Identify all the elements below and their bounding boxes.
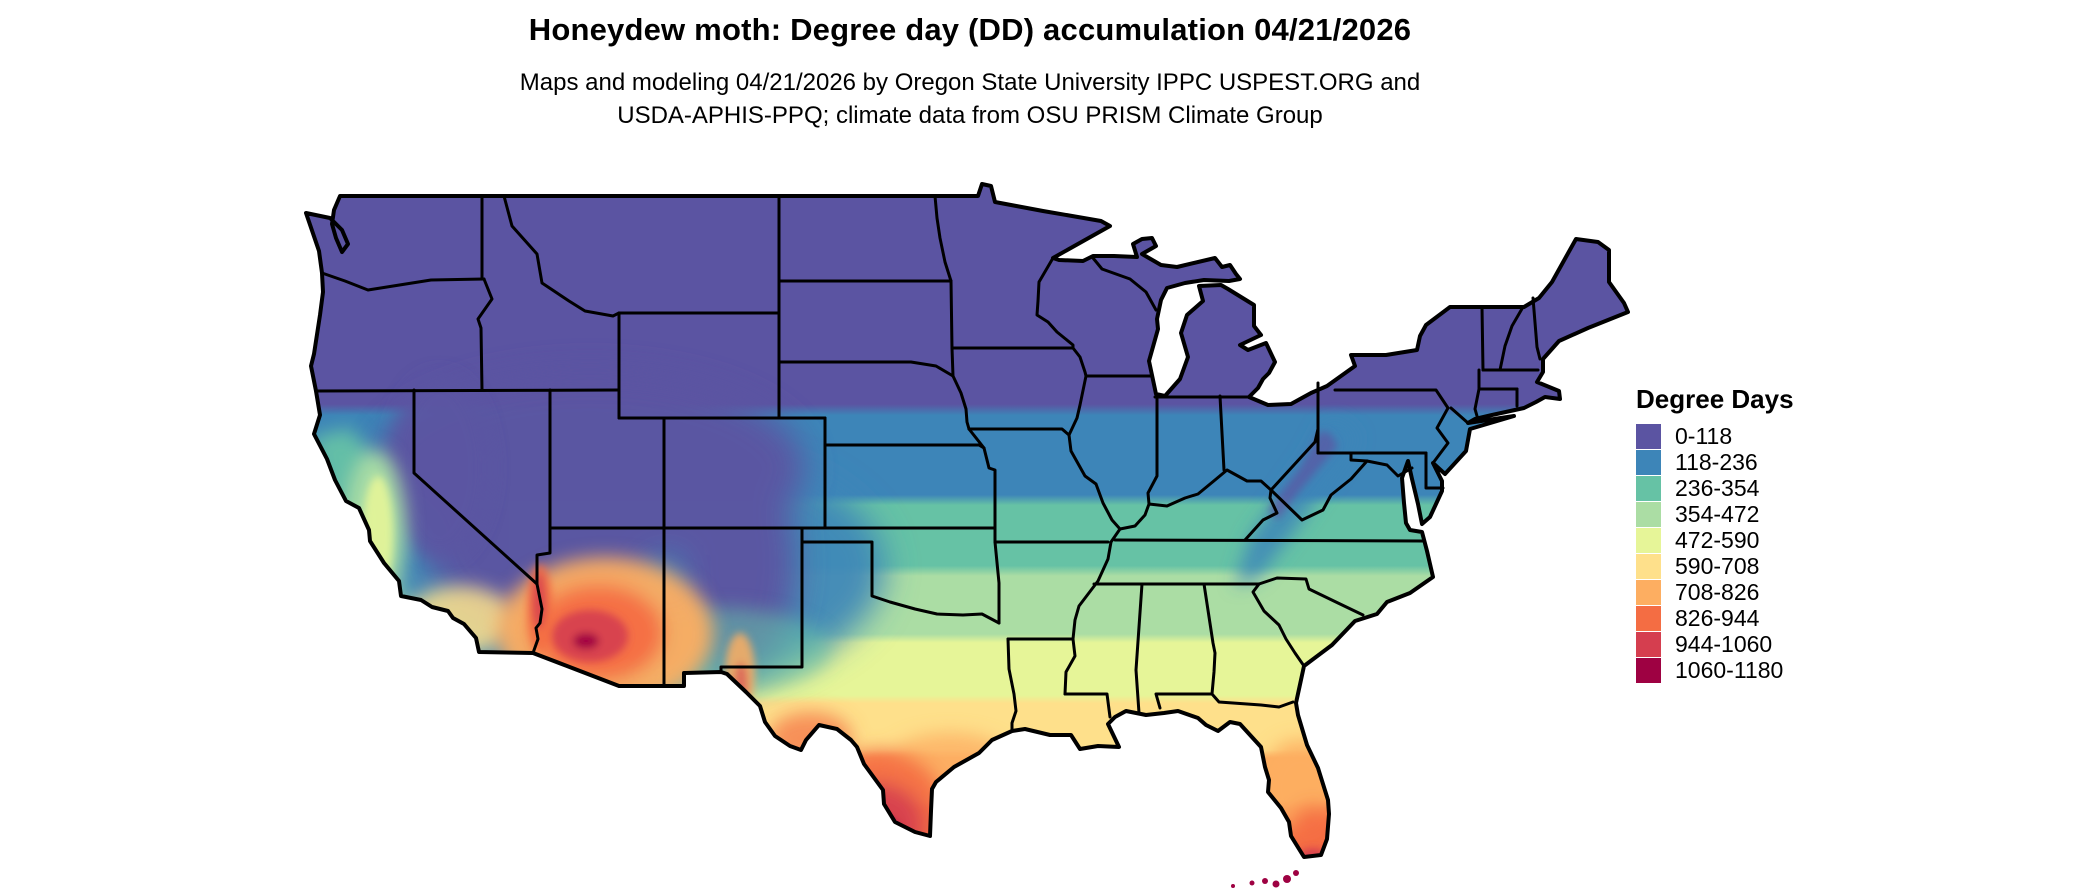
legend-swatch [1636, 553, 1661, 579]
florida-keys [1231, 870, 1299, 888]
legend-item-label: 708-826 [1675, 578, 1760, 605]
legend-title: Degree Days [1636, 384, 1794, 414]
legend-item-label: 472-590 [1675, 526, 1760, 553]
legend-item: 826-944 [1636, 605, 1856, 631]
page-title: Honeydew moth: Degree day (DD) accumulat… [528, 12, 1412, 47]
subtitle-line-1: Maps and modeling 04/21/2026 by Oregon S… [519, 69, 1421, 96]
us-degree-day-map [290, 138, 1632, 892]
map-legend: Degree Days 0-118 118-236 236-354 354-472 47… [1636, 384, 1856, 683]
legend-item-label: 236-354 [1675, 474, 1760, 501]
legend-item: 118-236 [1636, 449, 1856, 475]
legend-item: 472-590 [1636, 527, 1856, 553]
legend-swatch [1636, 501, 1661, 527]
map-header: Honeydew moth: Degree day (DD) accumulat… [0, 12, 1940, 132]
legend-items: 0-118 118-236 236-354 354-472 472-590 590-708… [1636, 423, 1856, 683]
legend-item-label: 826-944 [1675, 604, 1760, 631]
legend-swatch [1636, 527, 1661, 553]
legend-swatch [1636, 475, 1661, 501]
subtitle-line-2: USDA-APHIS-PPQ; climate data from OSU PR… [617, 102, 1323, 129]
legend-item-label: 944-1060 [1675, 630, 1773, 657]
legend-item-label: 354-472 [1675, 500, 1760, 527]
legend-item-label: 0-118 [1675, 422, 1733, 449]
state-borders [314, 194, 1542, 733]
legend-item: 944-1060 [1636, 631, 1856, 657]
legend-swatch [1636, 657, 1661, 683]
legend-swatch [1636, 579, 1661, 605]
legend-item-label: 1060-1180 [1675, 656, 1784, 683]
legend-item-label: 118-236 [1675, 448, 1758, 475]
legend-item: 0-118 [1636, 423, 1856, 449]
legend-item: 708-826 [1636, 579, 1856, 605]
legend-item: 236-354 [1636, 475, 1856, 501]
legend-item-label: 590-708 [1675, 552, 1760, 579]
legend-swatch [1636, 423, 1661, 449]
legend-item: 590-708 [1636, 553, 1856, 579]
legend-item: 1060-1180 [1636, 657, 1856, 683]
legend-swatch [1636, 605, 1661, 631]
us-map-svg [304, 182, 1630, 888]
legend-swatch [1636, 449, 1661, 475]
legend-swatch [1636, 631, 1661, 657]
legend-item: 354-472 [1636, 501, 1856, 527]
